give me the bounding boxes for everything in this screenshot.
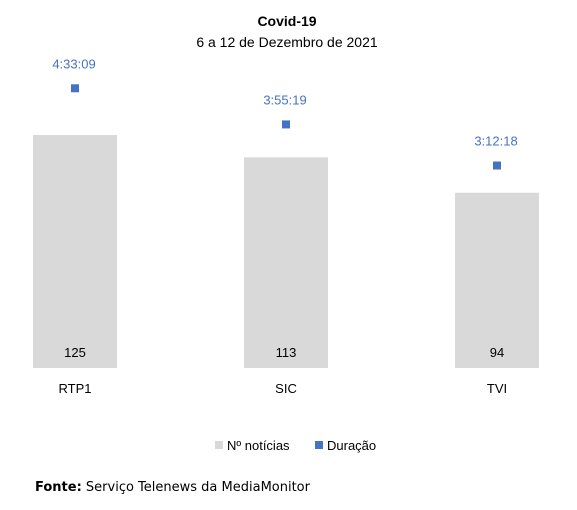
duration-label-tvi: 3:12:18 bbox=[474, 134, 517, 149]
source-text: Serviço Telenews da MediaMonitor bbox=[85, 480, 310, 495]
bars-group bbox=[33, 135, 539, 368]
legend-label-duration: Duração bbox=[327, 438, 376, 453]
duration-label-sic: 3:55:19 bbox=[263, 92, 306, 107]
count-label-tvi: 94 bbox=[490, 345, 504, 360]
chart-title: Covid-19 bbox=[257, 13, 316, 29]
category-ticks-group: RTP1 SIC TVI bbox=[59, 381, 508, 396]
duration-label-rtp1: 4:33:09 bbox=[52, 56, 95, 71]
bar-tvi bbox=[455, 192, 539, 368]
legend-swatch-duration bbox=[315, 441, 323, 449]
chart-svg: Covid-19 6 a 12 de Dezembro de 2021 125 4… bbox=[33, 13, 539, 453]
count-label-rtp1: 125 bbox=[64, 345, 86, 360]
bar-rtp1 bbox=[33, 135, 117, 368]
x-tick-tvi: TVI bbox=[487, 381, 507, 396]
legend-swatch-count bbox=[215, 441, 223, 449]
x-tick-sic: SIC bbox=[275, 381, 297, 396]
labels-group: 125 4:33:09 113 3:55:19 94 3:12:18 bbox=[52, 56, 517, 360]
markers-group bbox=[71, 84, 501, 170]
legend-label-count: Nº notícias bbox=[227, 438, 290, 453]
chart-container: Covid-19 6 a 12 de Dezembro de 2021 125 4… bbox=[33, 13, 539, 453]
duration-marker-tvi bbox=[493, 161, 501, 170]
source-label: Fonte bbox=[35, 480, 77, 495]
duration-marker-rtp1 bbox=[71, 84, 79, 93]
source-note: Fonte: Serviço Telenews da MediaMonitor bbox=[35, 480, 310, 495]
chart-subtitle: 6 a 12 de Dezembro de 2021 bbox=[196, 34, 378, 50]
bar-sic bbox=[244, 157, 328, 368]
count-label-sic: 113 bbox=[276, 345, 297, 360]
legend: Nº notícias Duração bbox=[215, 438, 376, 453]
x-tick-rtp1: RTP1 bbox=[59, 381, 92, 396]
duration-marker-sic bbox=[282, 120, 290, 129]
